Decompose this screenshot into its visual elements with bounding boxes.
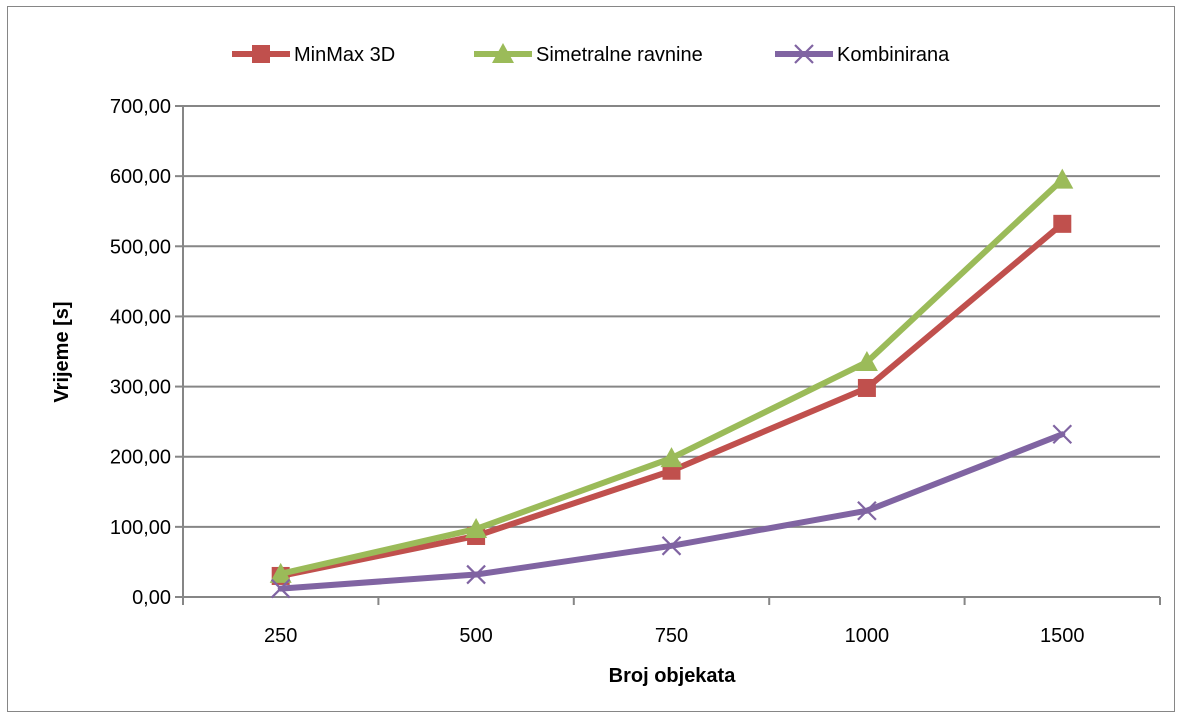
data-point <box>855 351 878 372</box>
series-line <box>277 220 1066 579</box>
y-tick-label: 0,00 <box>132 587 171 609</box>
legend-label: Simetralne ravnine <box>536 44 703 66</box>
data-point <box>466 564 486 585</box>
data-point <box>661 536 682 556</box>
legend-marker <box>492 43 514 63</box>
y-tick-label: 600,00 <box>110 166 171 188</box>
data-point <box>269 562 292 583</box>
x-axis-title: Broj objekata <box>609 665 737 687</box>
data-point <box>1053 214 1072 233</box>
chart-frame <box>7 6 1175 712</box>
legend: MinMax 3D Simetralne ravnine Kombinirana <box>232 43 950 66</box>
axes: 0,00 100,00 200,00 300,00 400,00 500,00 600,00… <box>110 96 1161 647</box>
x-tick-label: 1500 <box>1040 625 1085 647</box>
data-point <box>857 500 877 521</box>
x-tick-label: 500 <box>459 625 492 647</box>
y-tick-label: 500,00 <box>110 236 171 258</box>
legend-marker <box>252 45 270 63</box>
series-line <box>277 176 1066 577</box>
x-tick-label: 1000 <box>845 625 890 647</box>
data-point <box>660 447 683 468</box>
data-point <box>857 378 876 397</box>
y-tick-label: 400,00 <box>110 306 171 328</box>
x-tick-label: 750 <box>655 625 688 647</box>
data-point <box>465 517 488 538</box>
legend-label: MinMax 3D <box>294 44 395 66</box>
legend-marker <box>794 44 814 64</box>
y-tick-label: 200,00 <box>110 447 171 469</box>
series-lines <box>269 168 1074 599</box>
x-tick-label: 250 <box>264 625 297 647</box>
data-point <box>1052 424 1073 445</box>
data-point <box>1051 168 1074 189</box>
y-tick-label: 700,00 <box>110 96 171 118</box>
legend-label: Kombinirana <box>837 44 950 66</box>
y-tick-label: 100,00 <box>110 517 171 539</box>
y-tick-label: 300,00 <box>110 377 171 399</box>
data-point <box>270 578 291 599</box>
y-axis-title: Vrijeme [s] <box>51 301 73 402</box>
